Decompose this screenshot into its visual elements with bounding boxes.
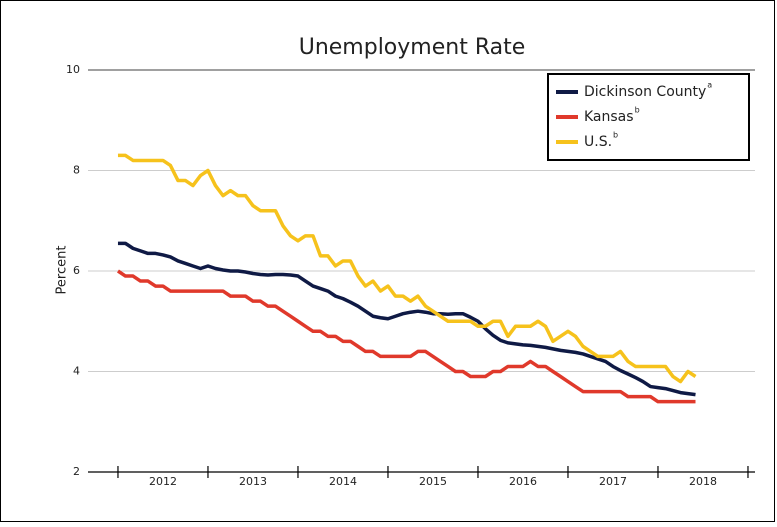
series-line (116, 269, 696, 404)
legend-label: U.S. (584, 134, 612, 150)
legend-label: Dickinson County (584, 84, 706, 100)
x-tick-label: 2013 (239, 475, 267, 488)
legend-note: a (707, 81, 712, 90)
chart-title: Unemployment Rate (299, 35, 526, 60)
x-tick-label: 2014 (329, 475, 357, 488)
legend-box (547, 73, 750, 161)
legend-note: b (613, 131, 618, 140)
series-line (117, 241, 696, 397)
y-tick-label: 2 (73, 465, 80, 478)
x-tick-label: 2016 (509, 475, 537, 488)
y-tick-label: 6 (73, 264, 80, 277)
x-tick-label: 2018 (689, 475, 717, 488)
legend-label: Kansas (584, 109, 634, 125)
legend-note: b (635, 106, 640, 115)
y-tick-label: 8 (73, 164, 80, 177)
series-line (117, 153, 697, 384)
y-tick-label: 10 (66, 63, 80, 76)
x-tick-label: 2012 (149, 475, 177, 488)
y-axis-label: Percent (55, 246, 70, 295)
x-tick-label: 2015 (419, 475, 447, 488)
y-tick-label: 4 (73, 365, 80, 378)
x-tick-label: 2017 (599, 475, 627, 488)
